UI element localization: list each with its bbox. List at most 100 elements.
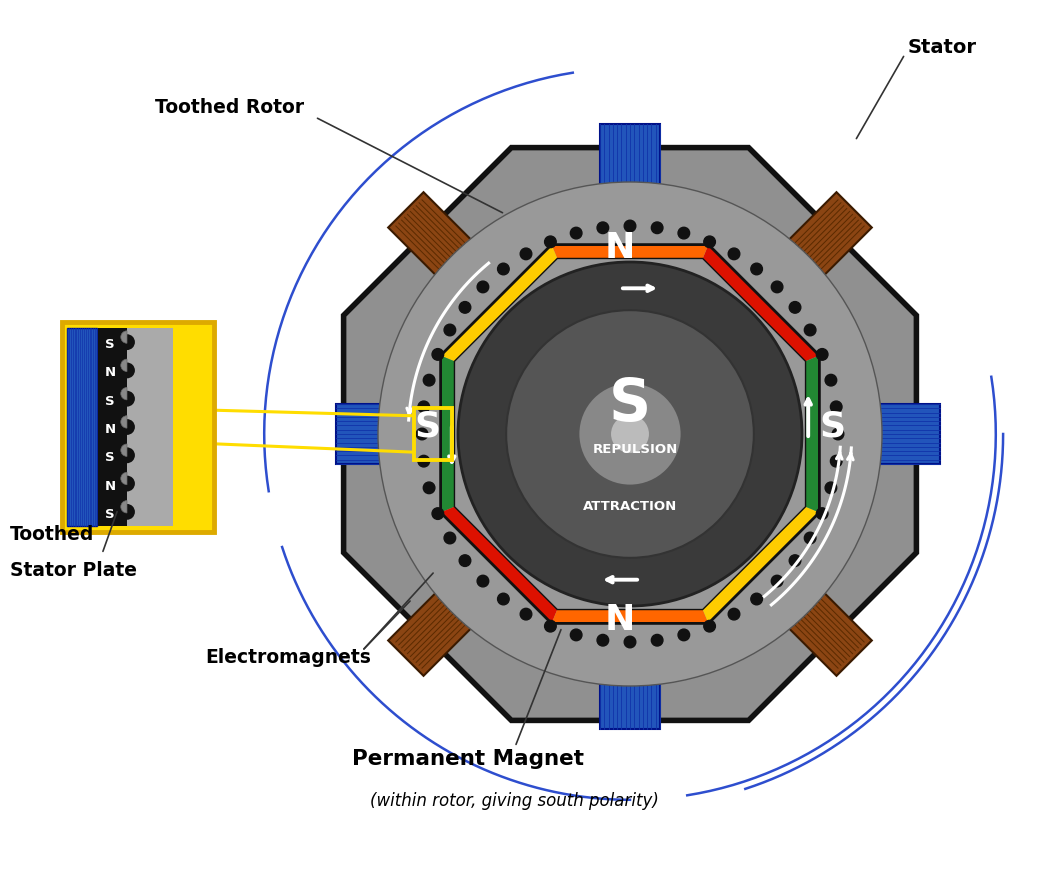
Circle shape [771,281,783,292]
Wedge shape [127,363,135,379]
Circle shape [458,262,802,606]
Circle shape [378,182,882,686]
Circle shape [544,621,556,632]
Text: S: S [819,409,845,443]
Circle shape [520,248,532,260]
Wedge shape [120,359,127,372]
Text: S: S [415,409,441,443]
Wedge shape [120,388,127,400]
FancyBboxPatch shape [642,404,940,464]
Circle shape [423,374,435,386]
Circle shape [804,324,816,336]
Wedge shape [127,391,135,406]
Circle shape [728,608,740,620]
Circle shape [678,228,690,239]
Text: Toothed: Toothed [9,525,94,543]
Text: N: N [104,480,116,493]
Circle shape [804,533,816,544]
Circle shape [651,635,663,646]
Text: S: S [106,508,115,521]
Circle shape [417,428,427,440]
Wedge shape [120,472,127,485]
Circle shape [830,455,842,467]
Text: S: S [609,375,651,433]
Circle shape [571,629,582,641]
Circle shape [704,236,715,248]
Wedge shape [127,419,135,435]
Circle shape [751,593,763,605]
Text: S: S [106,338,115,351]
Polygon shape [552,244,709,259]
Polygon shape [344,148,917,720]
Text: N: N [104,423,116,436]
Circle shape [418,401,429,412]
Text: (within rotor, giving south polarity): (within rotor, giving south polarity) [370,792,659,810]
Circle shape [477,575,488,587]
Circle shape [459,555,471,566]
Circle shape [498,263,510,275]
Circle shape [751,263,763,275]
Circle shape [789,555,801,566]
Circle shape [825,482,837,493]
Circle shape [817,348,828,360]
Wedge shape [127,447,135,463]
Wedge shape [120,416,127,428]
Wedge shape [127,476,135,492]
Text: Toothed Rotor: Toothed Rotor [155,98,304,116]
Text: N: N [605,231,635,265]
Circle shape [825,374,837,386]
Circle shape [578,382,682,486]
FancyBboxPatch shape [127,328,173,526]
Circle shape [506,310,754,557]
Circle shape [817,508,828,519]
Circle shape [597,222,609,234]
Circle shape [433,348,444,360]
Polygon shape [703,244,820,361]
Polygon shape [806,356,820,512]
Circle shape [498,593,510,605]
Circle shape [444,533,456,544]
Polygon shape [441,356,455,512]
Polygon shape [786,192,871,278]
Wedge shape [120,444,127,456]
FancyBboxPatch shape [600,124,660,421]
Polygon shape [786,589,871,676]
Text: Electromagnets: Electromagnets [205,647,371,667]
Circle shape [789,301,801,313]
Polygon shape [441,507,557,623]
Circle shape [704,621,715,632]
Text: S: S [106,395,115,408]
Circle shape [459,301,471,313]
FancyBboxPatch shape [68,328,97,526]
Circle shape [444,324,456,336]
Wedge shape [120,331,127,343]
Circle shape [771,575,783,587]
Text: S: S [106,452,115,464]
Circle shape [678,629,690,641]
Polygon shape [703,507,820,623]
Polygon shape [552,610,709,623]
Polygon shape [441,244,557,361]
Wedge shape [127,504,135,520]
Circle shape [728,248,740,260]
Text: N: N [104,366,116,380]
FancyBboxPatch shape [62,322,214,532]
Circle shape [625,220,636,232]
Text: N: N [605,603,635,637]
Text: Stator Plate: Stator Plate [9,562,137,581]
Circle shape [520,608,532,620]
Text: Permanent Magnet: Permanent Magnet [352,749,584,769]
Wedge shape [127,334,135,350]
Wedge shape [120,501,127,513]
Text: REPULSION: REPULSION [592,443,677,455]
Circle shape [418,455,429,467]
Circle shape [477,281,488,292]
FancyBboxPatch shape [600,431,660,728]
Polygon shape [388,192,475,278]
Circle shape [651,222,663,234]
Text: ATTRACTION: ATTRACTION [582,500,677,512]
Circle shape [423,482,435,493]
Circle shape [433,508,444,519]
Circle shape [832,428,844,440]
Text: Stator: Stator [908,37,977,57]
